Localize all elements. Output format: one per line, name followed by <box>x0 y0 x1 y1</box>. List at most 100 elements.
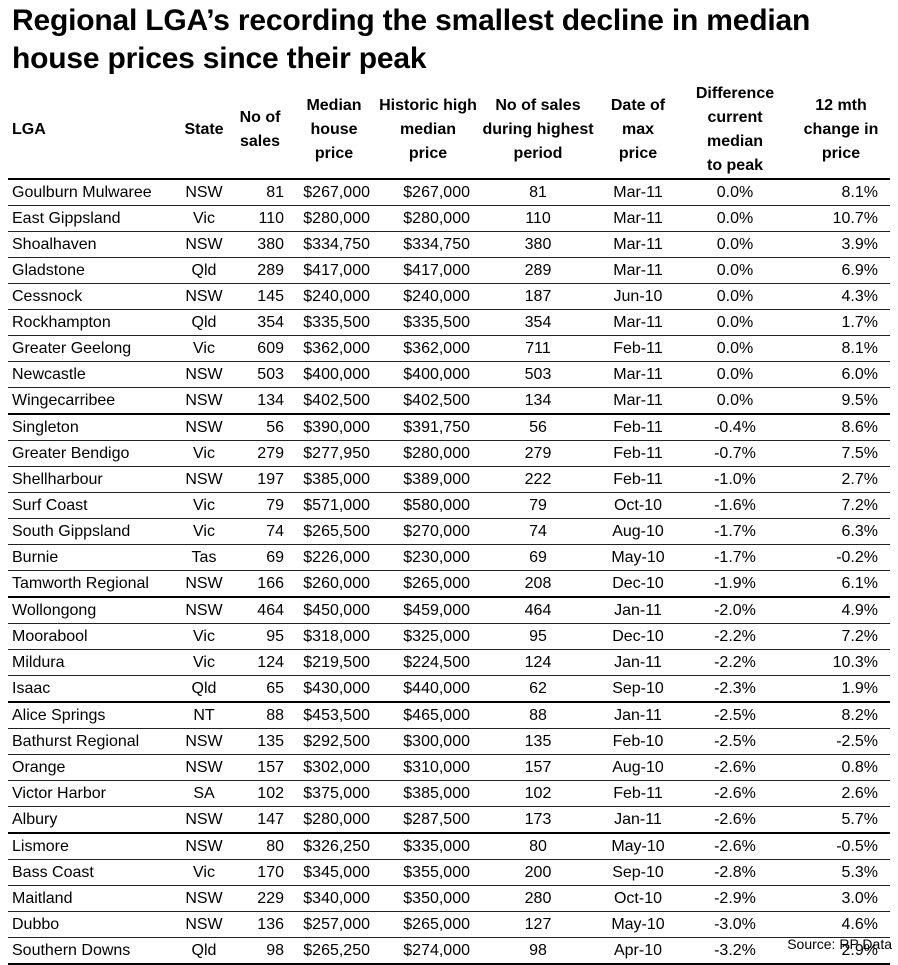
column-header-line: No of sales <box>495 97 581 114</box>
cell-difference-to-peak: -2.5% <box>678 728 792 755</box>
cell-difference-to-peak: -0.4% <box>678 413 792 441</box>
cell-median-price: $267,000 <box>290 178 378 206</box>
cell-sales: 147 <box>230 806 290 833</box>
cell-historic-high: $230,000 <box>378 544 478 571</box>
cell-date-max-price: Mar-11 <box>598 361 678 388</box>
cell-sales: 166 <box>230 570 290 597</box>
cell-change-12mth: 6.3% <box>792 518 890 545</box>
cell-date-max-price: Oct-10 <box>598 492 678 519</box>
cell-lga: Lismore <box>8 832 178 860</box>
table-row: Tamworth Regional NSW 166 $260,000 $265,000 2… <box>8 570 890 597</box>
column-header-line: LGA <box>12 121 46 138</box>
table-row: Goulburn Mulwaree NSW 81 $267,000 $267,000 81… <box>8 178 890 206</box>
column-header-line: period <box>513 145 563 162</box>
cell-sales: 145 <box>230 283 290 310</box>
cell-lga: Mildura <box>8 649 178 676</box>
cell-difference-to-peak: -2.0% <box>678 596 792 624</box>
cell-change-12mth: 4.9% <box>792 596 890 624</box>
cell-median-price: $265,500 <box>290 518 378 545</box>
column-header-line: sales <box>239 133 281 150</box>
cell-difference-to-peak: -2.6% <box>678 806 792 833</box>
cell-median-price: $571,000 <box>290 492 378 519</box>
cell-sales-highest-period: 110 <box>478 205 598 232</box>
cell-state: NSW <box>178 885 230 912</box>
table-row: Isaac Qld 65 $430,000 $440,000 62 Sep-10 -2.3% 1… <box>8 675 890 702</box>
cell-state: NSW <box>178 570 230 597</box>
cell-lga: East Gippsland <box>8 205 178 232</box>
cell-lga: Bass Coast <box>8 859 178 886</box>
cell-sales: 229 <box>230 885 290 912</box>
cell-historic-high: $310,000 <box>378 754 478 781</box>
cell-difference-to-peak: -2.6% <box>678 780 792 807</box>
column-header-line: State <box>184 121 224 138</box>
cell-date-max-price: Feb-11 <box>598 440 678 467</box>
cell-state: Vic <box>178 205 230 232</box>
cell-historic-high: $389,000 <box>378 466 478 493</box>
cell-difference-to-peak: -2.6% <box>678 832 792 860</box>
cell-sales-highest-period: 289 <box>478 257 598 284</box>
cell-median-price: $375,000 <box>290 780 378 807</box>
cell-difference-to-peak: 0.0% <box>678 361 792 388</box>
cell-median-price: $226,000 <box>290 544 378 571</box>
cell-median-price: $453,500 <box>290 701 378 729</box>
cell-sales-highest-period: 124 <box>478 649 598 676</box>
cell-historic-high: $335,500 <box>378 309 478 336</box>
cell-change-12mth: 2.7% <box>792 466 890 493</box>
cell-sales-highest-period: 279 <box>478 440 598 467</box>
cell-sales: 74 <box>230 518 290 545</box>
cell-sales: 69 <box>230 544 290 571</box>
cell-difference-to-peak: -1.7% <box>678 544 792 571</box>
cell-state: NT <box>178 701 230 729</box>
table-row: Lismore NSW 80 $326,250 $335,000 80 May-10 -2.6… <box>8 832 890 860</box>
cell-sales-highest-period: 134 <box>478 387 598 414</box>
cell-difference-to-peak: -3.0% <box>678 911 792 938</box>
column-header-line: to peak <box>706 157 763 174</box>
cell-sales: 134 <box>230 387 290 414</box>
cell-lga: Southern Downs <box>8 937 178 965</box>
cell-state: SA <box>178 780 230 807</box>
cell-lga: Orange <box>8 754 178 781</box>
cell-change-12mth: 7.2% <box>792 623 890 650</box>
cell-date-max-price: May-10 <box>598 911 678 938</box>
cell-difference-to-peak: -2.9% <box>678 885 792 912</box>
cell-difference-to-peak: 0.0% <box>678 257 792 284</box>
column-header-line: house <box>310 121 358 138</box>
cell-date-max-price: Aug-10 <box>598 518 678 545</box>
cell-historic-high: $355,000 <box>378 859 478 886</box>
cell-historic-high: $400,000 <box>378 361 478 388</box>
cell-sales: 170 <box>230 859 290 886</box>
cell-median-price: $390,000 <box>290 413 378 441</box>
column-header-line: price <box>618 145 658 162</box>
cell-lga: Rockhampton <box>8 309 178 336</box>
cell-lga: Cessnock <box>8 283 178 310</box>
cell-historic-high: $240,000 <box>378 283 478 310</box>
table-row: Victor Harbor SA 102 $375,000 $385,000 102 Feb… <box>8 780 890 807</box>
cell-state: NSW <box>178 231 230 258</box>
cell-sales-highest-period: 380 <box>478 231 598 258</box>
cell-difference-to-peak: -0.7% <box>678 440 792 467</box>
cell-date-max-price: Mar-11 <box>598 205 678 232</box>
column-header-line: max <box>621 121 655 138</box>
cell-state: NSW <box>178 387 230 414</box>
cell-difference-to-peak: -1.0% <box>678 466 792 493</box>
cell-date-max-price: Oct-10 <box>598 885 678 912</box>
cell-median-price: $280,000 <box>290 806 378 833</box>
cell-historic-high: $335,000 <box>378 832 478 860</box>
cell-change-12mth: 8.6% <box>792 413 890 441</box>
cell-sales-highest-period: 74 <box>478 518 598 545</box>
cell-historic-high: $402,500 <box>378 387 478 414</box>
table-row: Newcastle NSW 503 $400,000 $400,000 503 Mar-11… <box>8 361 890 388</box>
cell-difference-to-peak: -2.6% <box>678 754 792 781</box>
cell-sales-highest-period: 102 <box>478 780 598 807</box>
cell-sales-highest-period: 81 <box>478 178 598 206</box>
table-row: Bass Coast Vic 170 $345,000 $355,000 200 Sep-1… <box>8 859 890 886</box>
cell-historic-high: $350,000 <box>378 885 478 912</box>
column-header-date-max-price: Date of max price <box>598 82 678 179</box>
source-note: Source: RP Data <box>787 936 892 952</box>
cell-date-max-price: Feb-11 <box>598 466 678 493</box>
column-header-line: Difference <box>695 85 775 102</box>
cell-lga: Greater Geelong <box>8 335 178 362</box>
cell-state: Vic <box>178 440 230 467</box>
cell-state: NSW <box>178 178 230 206</box>
cell-median-price: $335,500 <box>290 309 378 336</box>
